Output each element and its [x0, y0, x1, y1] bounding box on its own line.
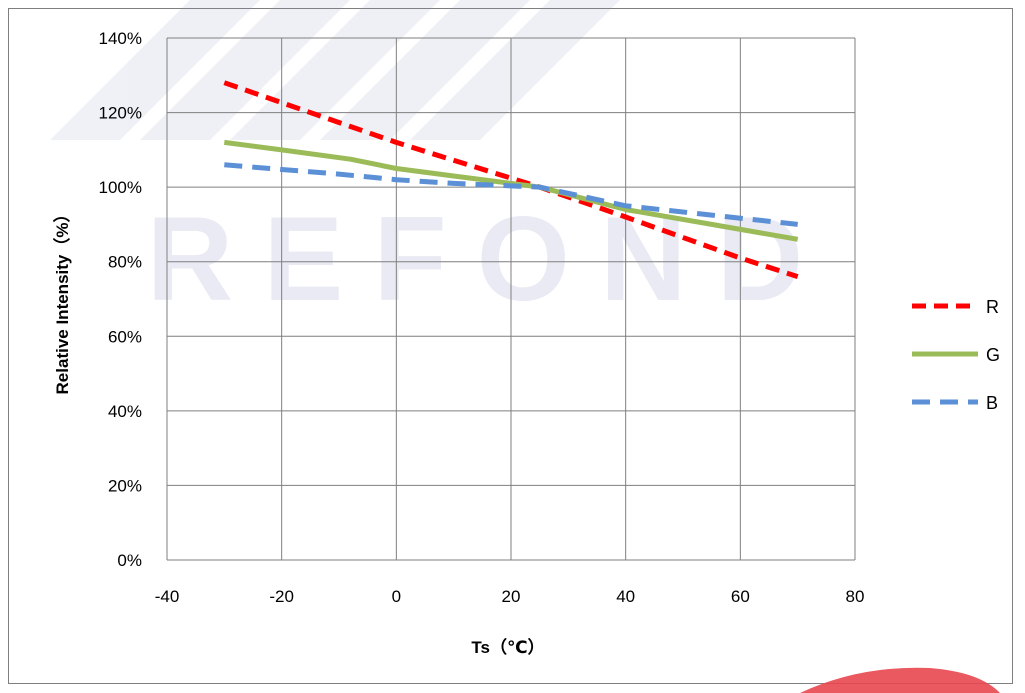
legend-label-r: R	[986, 297, 999, 317]
y-tick-label: 0%	[117, 551, 142, 570]
legend-label-g: G	[986, 345, 1000, 365]
grid	[166, 37, 856, 561]
x-tick-label: -20	[269, 587, 294, 606]
y-tick-label: 100%	[99, 178, 142, 197]
y-tick-label: 140%	[99, 29, 142, 48]
x-tick-labels: -40 -20 0 20 40 60 80	[155, 587, 865, 606]
series-group	[223, 80, 799, 279]
x-tick-label: 20	[502, 587, 521, 606]
y-tick-label: 120%	[99, 104, 142, 123]
x-tick-label: -40	[155, 587, 180, 606]
y-tick-label: 20%	[108, 476, 142, 495]
series-line-r	[223, 80, 799, 279]
y-tick-label: 80%	[108, 253, 142, 272]
x-tick-label: 40	[616, 587, 635, 606]
x-tick-label: 60	[731, 587, 750, 606]
x-axis-label: Ts（℃）	[471, 637, 544, 657]
y-tick-label: 60%	[108, 327, 142, 346]
y-tick-labels: 0% 20% 40% 60% 80% 100% 120% 140%	[99, 29, 142, 570]
y-axis-label: Relative Intensity（%）	[52, 206, 72, 395]
legend-label-b: B	[986, 393, 998, 413]
legend: R G B	[912, 297, 1000, 413]
series-line-g	[223, 139, 799, 242]
series-line-b	[224, 162, 798, 227]
y-tick-label: 40%	[108, 402, 142, 421]
x-tick-label: 0	[392, 587, 401, 606]
x-tick-label: 80	[846, 587, 865, 606]
